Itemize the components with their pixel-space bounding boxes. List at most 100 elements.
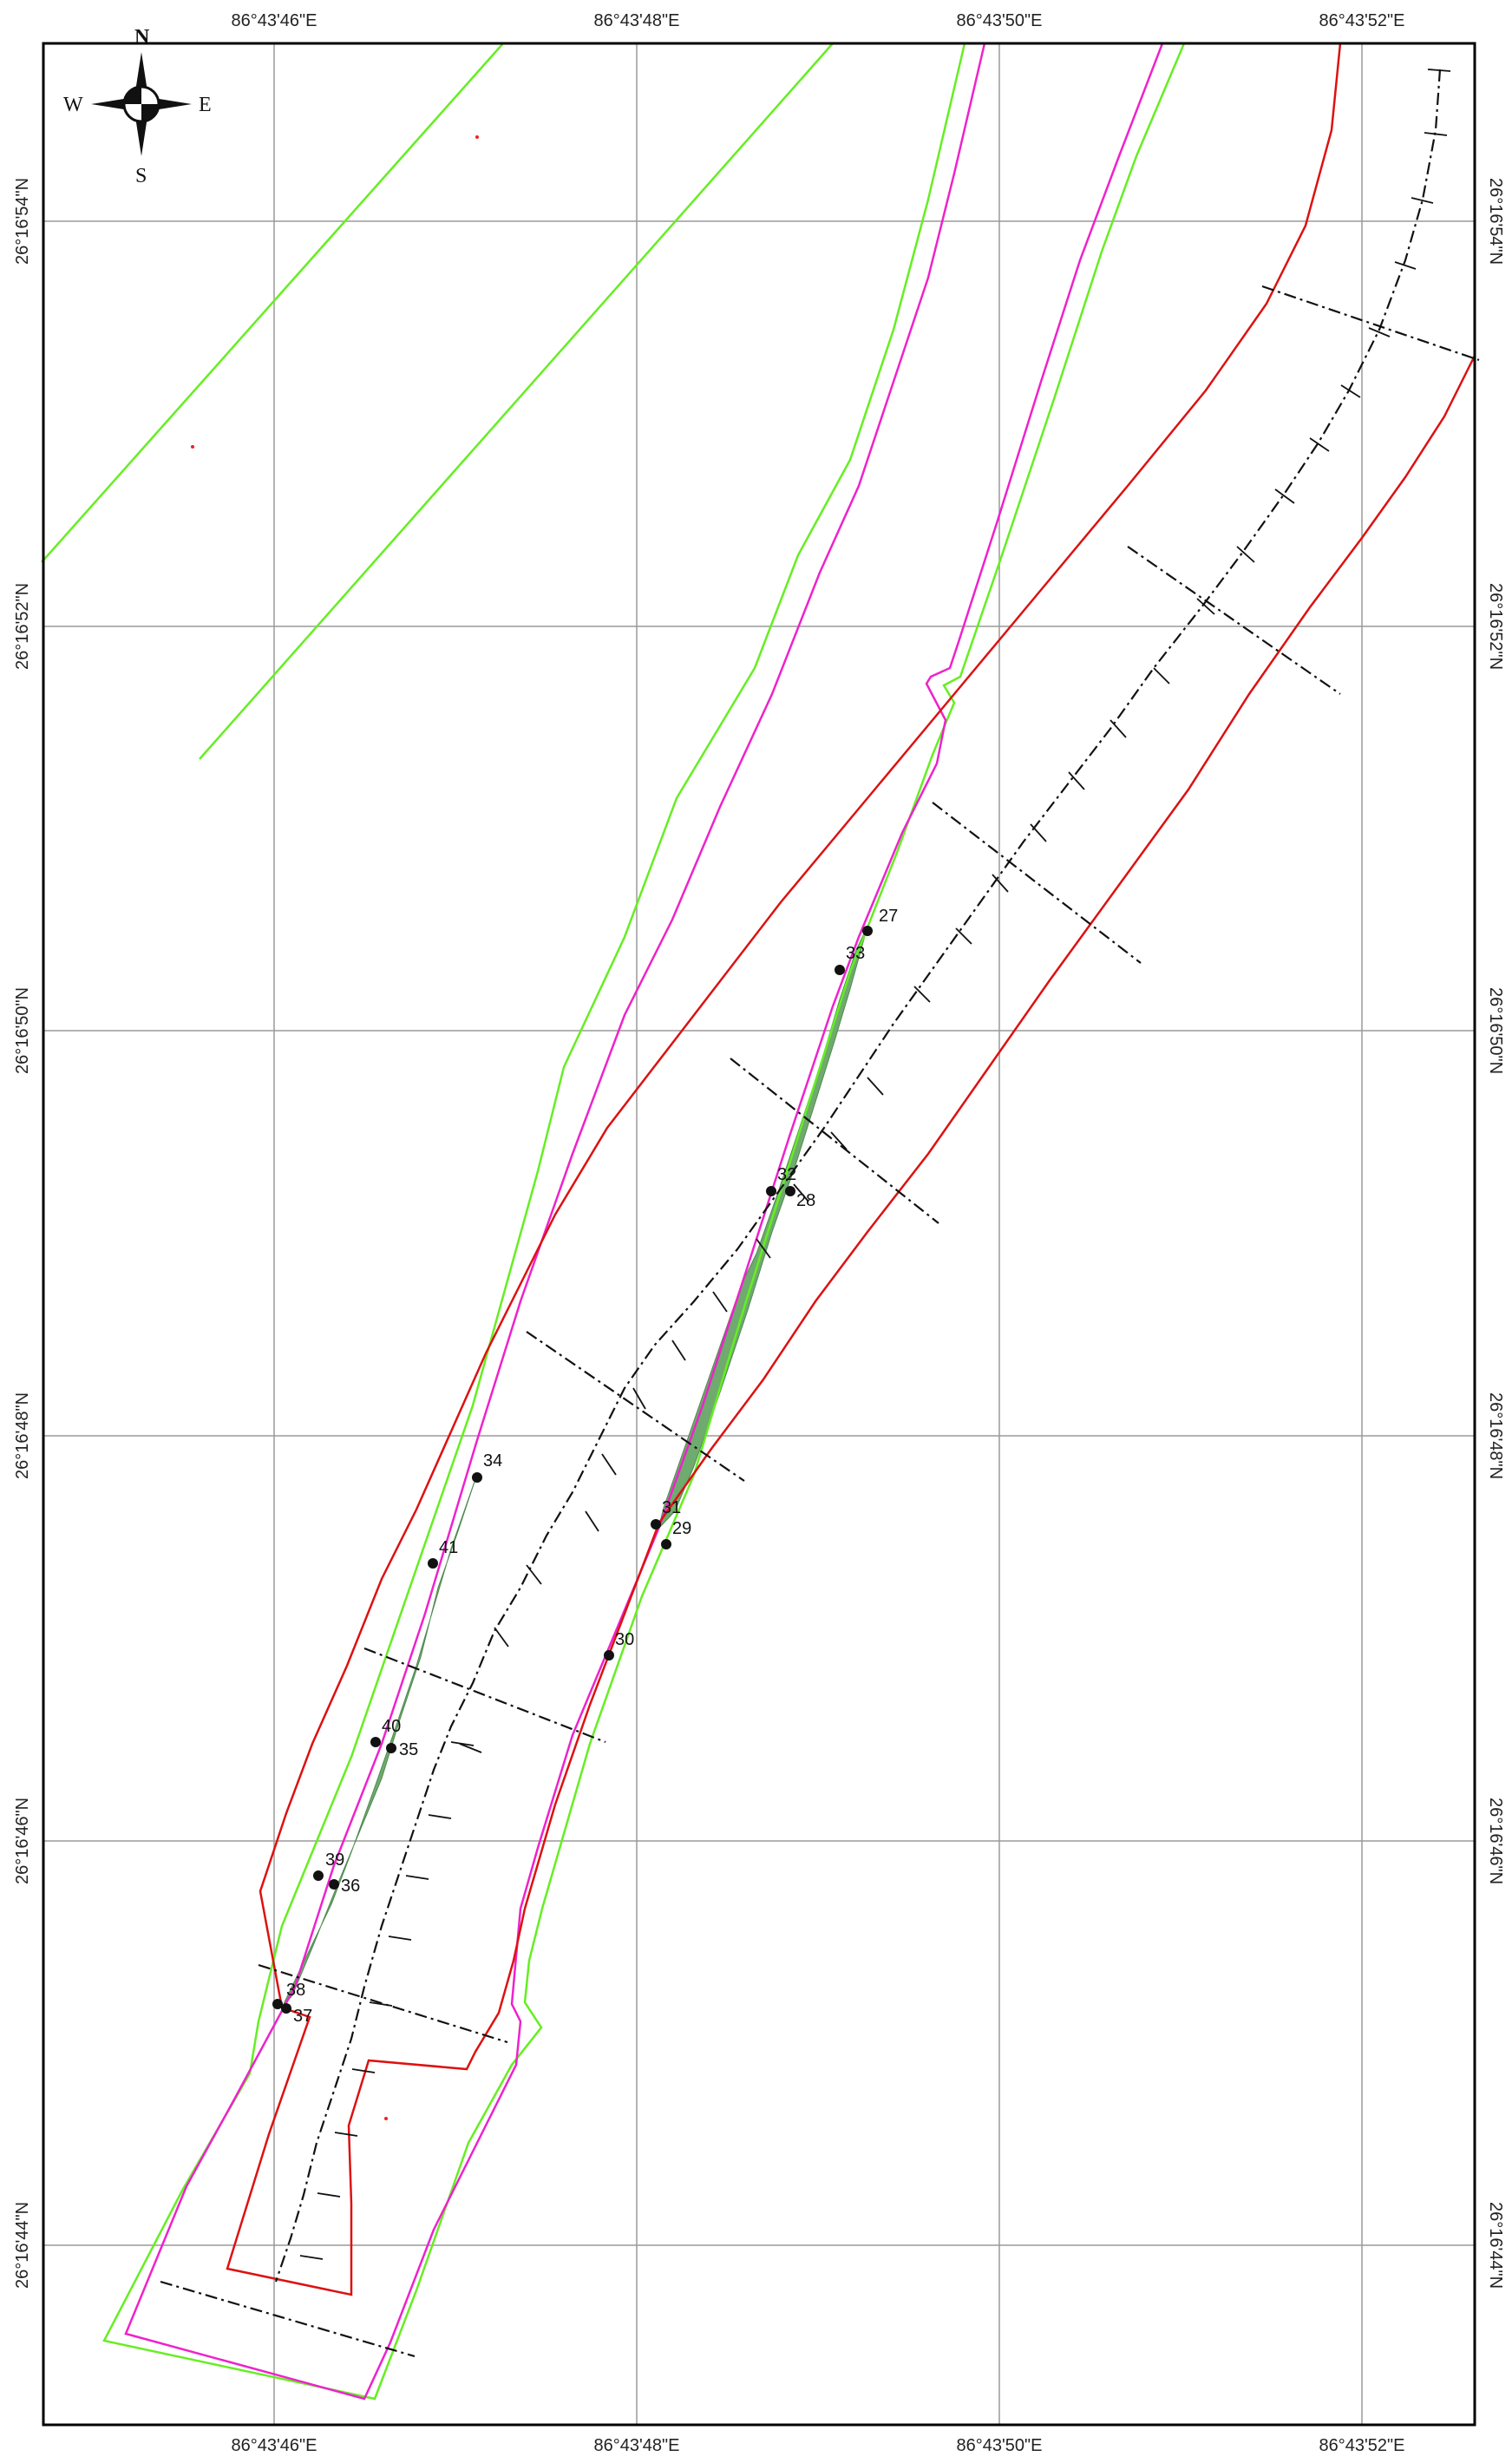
chainage-tick (494, 1627, 509, 1647)
longitude-label: 86°43'46"E (232, 11, 317, 30)
longitude-label: 86°43'48"E (594, 2436, 680, 2455)
point-label: 36 (341, 1877, 360, 1896)
chainage-tick (756, 1238, 771, 1259)
latitude-label: 26°16'50"N (1486, 987, 1505, 1074)
chainage-tick (1309, 437, 1330, 452)
latitude-label: 26°16'48"N (1486, 1392, 1505, 1479)
survey-point-40[interactable]: 40 (370, 1717, 401, 1747)
longitude-label: 86°43'50"E (957, 11, 1043, 30)
chainage-tick (351, 2068, 376, 2073)
chainage-tick (601, 1453, 617, 1476)
longitude-label: 86°43'50"E (957, 2436, 1043, 2455)
latitude-labels-right: 26°16'54"N 26°16'52"N 26°16'50"N 26°16'4… (1486, 178, 1505, 2289)
point-label: 35 (399, 1740, 418, 1759)
chainage-tick (1068, 771, 1085, 790)
chainage-tick (1109, 719, 1127, 738)
longitude-label: 86°43'46"E (232, 2436, 317, 2455)
cross-sections (160, 285, 1480, 2358)
point-label: 33 (846, 944, 865, 963)
chainage-tick (632, 1387, 646, 1410)
survey-point-30[interactable]: 30 (604, 1630, 634, 1661)
magenta-boundaries (124, 43, 1164, 2401)
survey-point-37[interactable]: 37 (281, 2003, 312, 2026)
map-frame (42, 42, 1476, 2427)
survey-point-33[interactable]: 33 (835, 944, 865, 975)
chainage-tick (955, 927, 972, 945)
red-line-boundary (226, 43, 1476, 2296)
chainage-tick (793, 1183, 809, 1202)
green-line-left-diagonal (199, 43, 834, 760)
survey-point-32[interactable]: 32 (766, 1165, 796, 1196)
cross-section (932, 802, 1142, 964)
chainage-tick (526, 1564, 542, 1585)
point-label: 37 (293, 2007, 312, 2026)
survey-point-34[interactable]: 34 (472, 1451, 502, 1483)
chainage-tick (369, 2001, 393, 2007)
latitude-label: 26°16'48"N (13, 1392, 32, 1479)
latitude-label: 26°16'54"N (13, 178, 32, 265)
point-label: 41 (439, 1538, 458, 1557)
survey-point-35[interactable]: 35 (386, 1740, 418, 1759)
marker-dot (475, 135, 479, 139)
survey-points: 27 33 32 28 31 29 30 34 41 40 35 39 36 3… (272, 907, 898, 2026)
latitude-label: 26°16'44"N (1486, 2202, 1505, 2289)
survey-point-29[interactable]: 29 (661, 1519, 691, 1549)
chainage-tick (405, 1875, 429, 1880)
cross-section (526, 1331, 745, 1482)
survey-point-31[interactable]: 31 (651, 1498, 681, 1530)
chainage-tick (1411, 197, 1434, 204)
chainage-tick (1368, 327, 1391, 337)
chainage-tick (830, 1131, 848, 1150)
chainage-tick (1196, 598, 1215, 615)
north-arrow: N S E W (63, 26, 212, 187)
cross-section (258, 1963, 508, 2044)
point-label: 34 (483, 1451, 502, 1471)
chainage-tick (1236, 546, 1255, 563)
chainage-tick (428, 1814, 452, 1819)
chainage-tick (913, 986, 931, 1003)
latitude-label: 26°16'46"N (1486, 1798, 1505, 1884)
green-line-far-left (41, 43, 504, 563)
cross-section (1261, 285, 1480, 362)
cross-section (730, 1058, 939, 1224)
compass-east-label: E (199, 94, 212, 116)
survey-point-28[interactable]: 28 (785, 1186, 815, 1210)
survey-point-36[interactable]: 36 (329, 1877, 360, 1896)
point-label: 38 (286, 1981, 305, 2000)
compass-north-label: N (134, 26, 150, 49)
chainage-tick (299, 2255, 324, 2260)
longitude-label: 86°43'48"E (594, 11, 680, 30)
chainage-tick (450, 1741, 475, 1746)
compass-quadrant (124, 87, 141, 104)
eroded-zone-lower (281, 1476, 477, 2008)
compass-south-label: S (135, 165, 147, 187)
chainage-tick (671, 1340, 686, 1361)
latitude-label: 26°16'44"N (13, 2202, 32, 2289)
compass-quadrant (141, 104, 159, 121)
compass-west-label: W (63, 94, 83, 116)
longitude-labels-top: 86°43'46"E 86°43'48"E 86°43'50"E 86°43'5… (232, 11, 1405, 30)
point-label: 39 (325, 1851, 344, 1870)
chainage-tick (388, 1936, 412, 1941)
marker-dot (191, 445, 194, 449)
survey-point-38[interactable]: 38 (272, 1981, 305, 2009)
chainage-tick (1427, 69, 1451, 72)
chainage-tick (334, 2132, 358, 2137)
point-label: 29 (672, 1519, 691, 1538)
survey-point-41[interactable]: 41 (428, 1538, 458, 1569)
point-label: 27 (879, 907, 898, 926)
point-label: 28 (796, 1191, 815, 1210)
marker-dot (384, 2117, 388, 2120)
longitude-label: 86°43'52"E (1319, 2436, 1405, 2455)
chainage-tick (585, 1510, 599, 1532)
survey-point-39[interactable]: 39 (313, 1851, 344, 1881)
chainage-tick (1340, 384, 1361, 398)
cross-section (1127, 546, 1341, 695)
latitude-label: 26°16'50"N (13, 987, 32, 1074)
magenta-line-bank (124, 43, 1164, 2401)
survey-point-27[interactable]: 27 (862, 907, 898, 936)
centerline-path (274, 69, 1442, 2283)
chainage-tick (317, 2192, 341, 2198)
